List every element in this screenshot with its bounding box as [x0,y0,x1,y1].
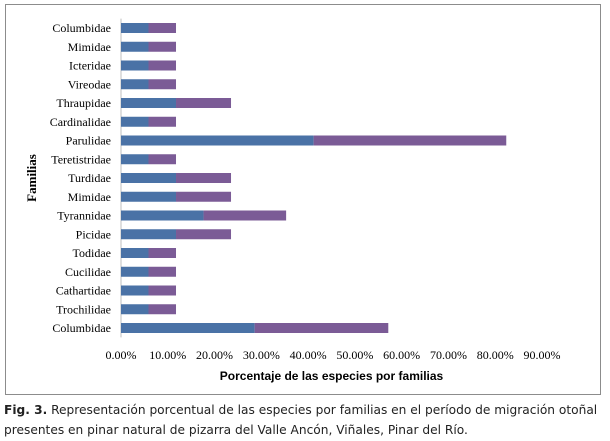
bar-chart: Columbidae Mimidae Icteridae Vireodae Thraup… [24,18,561,383]
category-label: Picidae [76,227,111,241]
category-label: Vireodae [68,77,111,91]
bar-segment-1 [121,191,177,202]
bar-segment-2 [176,191,232,202]
x-axis-title: Porcentaje de las especies por familias [220,369,444,383]
category-label: Cathartidae [56,284,111,298]
x-tick-label: 80.00% [477,348,514,362]
bar-segment-2 [148,41,177,52]
bar-segment-1 [121,135,314,146]
bar-segment-1 [121,79,149,90]
bar-segment-1 [121,229,177,240]
x-tick-label: 40.00% [290,348,327,362]
category-label: Cucilidae [65,265,111,279]
bar-segment-1 [121,116,149,127]
bar-segment-2 [148,116,177,127]
category-label: Teretistridae [51,152,111,166]
category-label: Columbidae [52,321,111,335]
x-tick-labels: 0.00% 10.00% 20.00% 30.00% 40.00% 50.00% 60.00… [106,348,561,362]
bar-segment-1 [121,266,149,277]
x-tick-label: 70.00% [430,348,467,362]
chart-frame: Columbidae Mimidae Icteridae Vireodae Thraup… [5,4,601,395]
bar-segment-2 [148,154,177,165]
figure-label: Fig. 3. [4,403,48,417]
category-label: Parulidae [66,134,111,148]
bar-segment-1 [121,304,149,315]
category-label: Thraupidae [56,96,111,110]
bar-segment-2 [176,98,232,108]
bar-segment-2 [148,79,177,90]
x-tick-label: 50.00% [336,348,373,362]
figure-caption-text: Representación porcentual de las especie… [4,403,598,437]
bar-segment-1 [121,98,177,108]
bar-segment-1 [121,248,149,258]
x-tick-label: 90.00% [524,348,561,362]
bar-segment-2 [148,285,177,296]
figure-caption: Fig. 3. Representación porcentual de las… [4,400,608,440]
category-label: Mimidae [68,190,111,204]
x-tick-label: 20.00% [196,348,233,362]
bars-group [120,18,507,338]
category-label: Todidae [73,246,111,260]
bar-segment-2 [254,323,389,333]
bar-segment-2 [148,60,177,71]
bar-segment-1 [121,41,149,52]
bar-segment-1 [121,285,149,296]
category-labels: Columbidae Mimidae Icteridae Vireodae Thraup… [50,21,111,335]
y-axis-title: Familias [24,154,39,202]
category-label: Cardinalidae [50,115,111,129]
bar-segment-2 [148,266,177,277]
bar-segment-2 [148,304,177,315]
category-label: Icteridae [69,59,111,73]
bar-segment-2 [203,210,287,221]
category-label: Mimidae [68,40,111,54]
category-label: Trochilidae [56,302,111,316]
bar-segment-2 [313,135,507,146]
bar-segment-1 [121,173,177,183]
bar-segment-1 [121,210,204,221]
bar-segment-2 [148,23,177,33]
bar-segment-1 [121,323,255,333]
bar-segment-2 [176,229,232,240]
category-label: Columbidae [52,21,111,35]
x-tick-label: 60.00% [383,348,420,362]
x-tick-label: 10.00% [149,348,186,362]
category-label: Turdidae [68,171,111,185]
bar-segment-1 [121,60,149,71]
bar-segment-2 [148,248,177,258]
category-label: Tyrannidae [57,209,111,223]
bar-segment-1 [121,23,149,33]
x-tick-label: 30.00% [243,348,280,362]
bar-segment-1 [121,154,149,165]
bar-segment-2 [176,173,232,183]
x-tick-label: 0.00% [106,348,137,362]
